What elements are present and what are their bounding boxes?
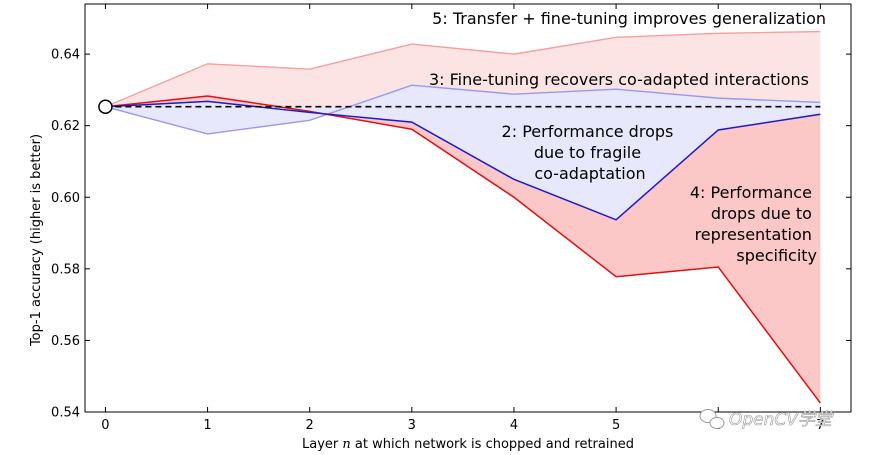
y-tick-label: 0.54 [51,406,80,421]
x-axis-label: Layer n at which network is chopped and … [302,437,634,452]
annotation-4-line-3: representation [695,225,812,244]
x-axis-label-part2: at which network is chopped and retraine… [351,437,634,452]
baseline-point [98,99,113,114]
annotation-3: 3: Fine-tuning recovers co-adapted inter… [429,70,809,89]
y-tick-label: 0.62 [51,119,80,134]
annotation-5: 5: Transfer + fine-tuning improves gener… [432,9,826,28]
y-tick-label: 0.64 [51,48,80,63]
y-tick-label: 0.60 [51,191,80,206]
x-tick-label: 1 [203,418,211,433]
x-axis-label-variable: n [342,437,350,452]
series-line-selffer [105,100,821,221]
series-line-transfer [105,95,821,404]
annotation-4-line-4: specificity [736,246,817,265]
annotation-2-line-2: due to fragile [534,143,641,162]
x-tick-label: 0 [101,418,109,433]
chart-axes: 012345670.540.560.580.600.620.64 [51,3,852,433]
wechat-icon [699,409,725,429]
x-axis-label-part1: Layer [302,437,342,452]
annotation-2-line-1: 2: Performance drops [502,122,674,141]
fill-selffer-finetune [105,85,821,134]
annotation-4-line-2: drops due to [711,204,812,223]
x-tick-label: 3 [408,418,416,433]
annotation-4-line-1: 4: Performance [690,183,812,202]
annotation-4: 4: Performance drops due to representati… [690,183,817,265]
x-tick-label: 2 [306,418,314,433]
y-tick-label: 0.56 [51,334,80,349]
fill-transfer-finetune [105,31,821,107]
x-tick-label: 5 [612,418,620,433]
chart-lines [98,30,821,404]
series-line-transfer_ft [105,30,821,108]
annotation-2: 2: Performance drops due to fragile co-a… [502,122,679,183]
y-axis-label: Top-1 accuracy (higher is better) [29,134,44,347]
x-tick-label: 4 [510,418,518,433]
plot-frame [84,3,852,413]
annotation-2-line-3: co-adaptation [534,164,645,183]
series-line-selffer_ft [105,84,821,135]
watermark-text: OpenCV学堂 [729,410,834,430]
x-tick-label: 7 [816,418,824,433]
fill-transfer-gap [105,95,821,404]
y-tick-label: 0.58 [51,262,80,277]
fill-selffer-gap [105,101,821,220]
chart-fills [105,31,821,404]
watermark: OpenCV学堂 [699,409,834,430]
